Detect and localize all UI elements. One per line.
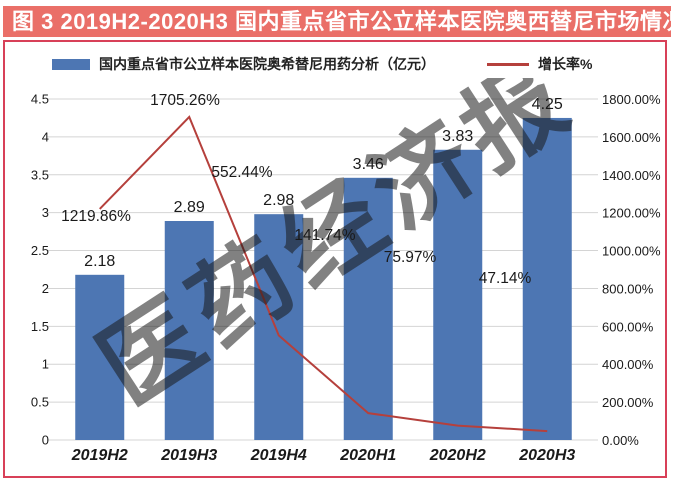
chart-frame: 国内重点省市公立样本医院奥希替尼用药分析（亿元） 增长率% 0 0.00% 0.5 2… (3, 40, 667, 478)
x-axis-label: 2020H3 (518, 447, 575, 464)
bar-2020H2 (433, 149, 483, 440)
right-axis-tick: 200.00% (602, 395, 654, 410)
left-axis-tick: 0.5 (31, 395, 49, 410)
bar-2019H4 (254, 214, 304, 440)
x-axis-label: 2020H2 (429, 447, 486, 464)
legend-line-swatch-icon (487, 62, 529, 66)
watermark-text: 医药经济报 (80, 78, 593, 425)
line-value-label: 1219.86% (61, 208, 131, 225)
bar-2019H2 (75, 274, 125, 440)
left-axis-tick: 0 (42, 433, 49, 448)
legend-line-label: 增长率% (538, 56, 593, 72)
right-axis-tick: 1000.00% (602, 244, 661, 259)
right-axis-tick: 0.00% (602, 433, 639, 448)
bar-2020H3 (522, 117, 572, 440)
bar-value-label: 2.98 (263, 192, 294, 209)
x-axis-label: 2020H1 (339, 447, 396, 464)
right-axis-tick: 600.00% (602, 319, 654, 334)
left-axis-tick: 4 (42, 129, 49, 144)
left-axis-tick: 2.5 (31, 243, 49, 258)
chart-legend: 国内重点省市公立样本医院奥希替尼用药分析（亿元） 增长率% (5, 50, 665, 78)
bar-2020H1 (343, 177, 393, 440)
left-axis-tick: 1.5 (31, 319, 49, 334)
x-axis-label: 2019H4 (250, 447, 307, 464)
left-axis-tick: 3.5 (31, 167, 49, 182)
combo-chart: 0 0.00%0.5 200.00%1 400.00%1.5 600.00%2 800.0… (31, 78, 661, 464)
bar-value-label: 3.46 (353, 156, 384, 173)
legend-bar-label: 国内重点省市公立样本医院奥希替尼用药分析（亿元） (99, 56, 435, 72)
bar-value-label: 2.89 (174, 199, 205, 216)
left-axis-tick: 1 (42, 357, 49, 372)
left-axis-tick: 3 (42, 205, 49, 220)
figure-title: 图 3 2019H2-2020H3 国内重点省市公立样本医院奥西替尼市场情况 (12, 9, 674, 34)
line-value-label: 47.14% (479, 270, 532, 287)
figure-title-bar: 图 3 2019H2-2020H3 国内重点省市公立样本医院奥西替尼市场情况 (3, 6, 674, 37)
bar-2019H3 (164, 221, 214, 440)
line-value-label: 552.44% (211, 164, 272, 181)
line-value-label: 141.74% (294, 227, 355, 244)
line-value-label: 1705.26% (150, 92, 220, 109)
bar-value-label: 4.25 (532, 96, 563, 113)
growth-rate-line (99, 115, 548, 433)
right-axis-tick: 800.00% (602, 281, 654, 296)
right-axis-tick: 1600.00% (602, 130, 661, 145)
right-axis-tick: 400.00% (602, 357, 654, 372)
bar-value-label: 3.83 (442, 128, 473, 145)
left-axis-tick: 4.5 (31, 92, 49, 107)
legend-bar-swatch-icon (52, 58, 90, 70)
right-axis-tick: 1800.00% (602, 92, 661, 107)
line-value-label: 75.97% (384, 249, 437, 266)
right-axis-tick: 1200.00% (602, 206, 661, 221)
bar-value-label: 2.18 (84, 253, 115, 270)
x-axis-label: 2019H3 (160, 447, 217, 464)
right-axis-tick: 1400.00% (602, 168, 661, 183)
left-axis-tick: 2 (42, 281, 49, 296)
x-axis-label: 2019H2 (71, 447, 128, 464)
